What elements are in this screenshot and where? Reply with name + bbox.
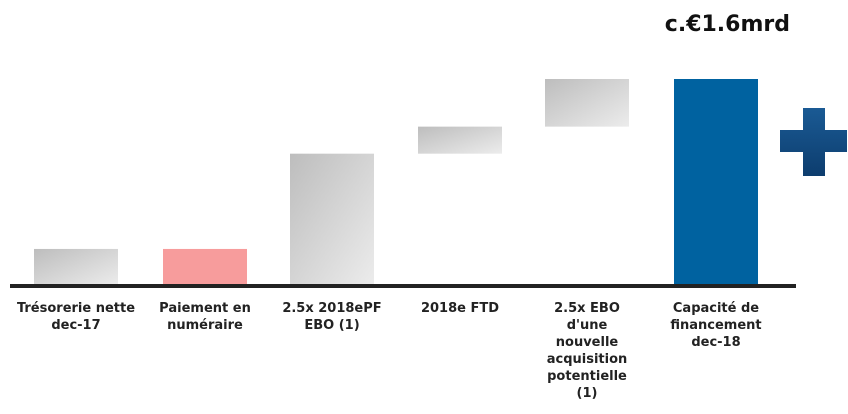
x-tick-label: 2.5x EBO d'une nouvelle acquisition pote… bbox=[546, 301, 628, 401]
bar bbox=[418, 126, 502, 154]
x-tick-label: Capacité de financement dec-18 bbox=[670, 301, 762, 350]
x-tick-label: Trésorerie nette dec-17 bbox=[16, 301, 136, 333]
x-tick-label: Paiement en numéraire bbox=[159, 301, 251, 333]
bar bbox=[163, 248, 247, 285]
plus-icon bbox=[780, 108, 847, 176]
x-tick-label: 2018e FTD bbox=[420, 301, 500, 316]
bar bbox=[290, 153, 374, 285]
bar bbox=[34, 248, 118, 285]
bar bbox=[545, 79, 629, 127]
annotation: c.€1.6mrd bbox=[664, 12, 790, 37]
x-tick-label: 2.5x 2018ePF EBO (1) bbox=[282, 301, 382, 333]
bar bbox=[674, 79, 758, 285]
